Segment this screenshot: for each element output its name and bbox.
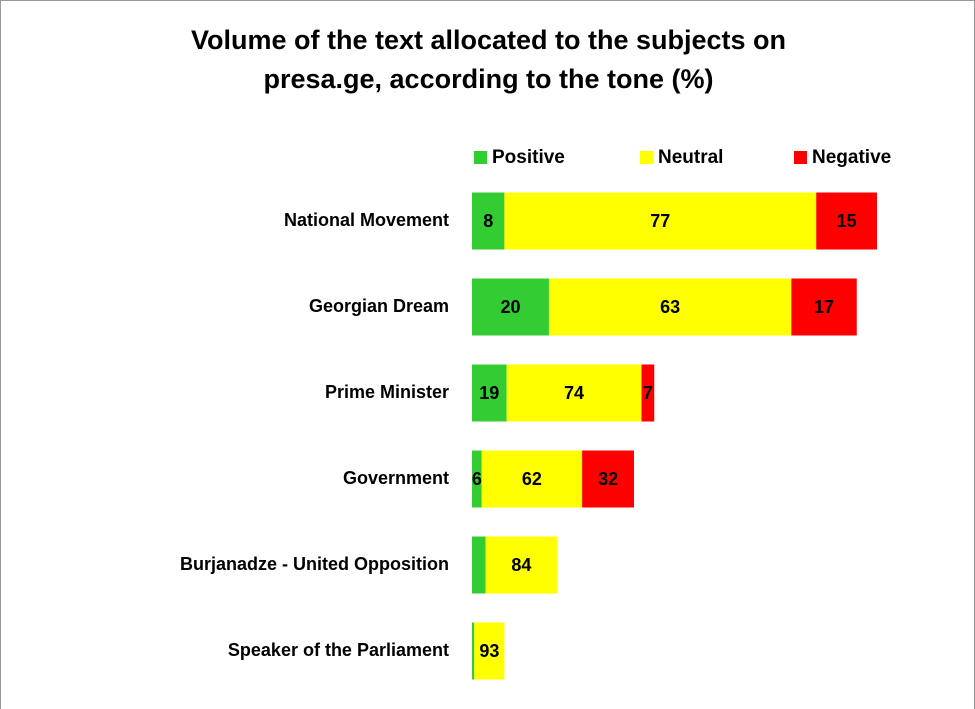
data-label: 74 (564, 383, 584, 403)
bar-segment (474, 622, 505, 680)
bar-segment (481, 450, 583, 508)
bar-segment (816, 192, 877, 250)
category-label: National Movement (284, 210, 449, 230)
bar-segment (472, 536, 486, 594)
bar-segment (504, 192, 817, 250)
legend-label: Neutral (658, 147, 723, 168)
bar-segment (485, 536, 558, 594)
bar-segment (582, 450, 634, 508)
data-label: 93 (479, 641, 499, 661)
data-label: 8 (483, 211, 493, 231)
legend-label: Negative (812, 147, 891, 168)
category-label: Prime Minister (325, 382, 449, 402)
data-label: 6 (472, 469, 482, 489)
data-label: 20 (500, 297, 520, 317)
chart-title: Volume of the text allocated to the subj… (190, 25, 787, 94)
data-label: 19 (479, 383, 499, 403)
data-label: 17 (814, 297, 834, 317)
data-label: 32 (598, 469, 618, 489)
data-label: 62 (522, 469, 542, 489)
data-label: 77 (650, 211, 670, 231)
data-label: 84 (511, 555, 531, 575)
bar-segment (641, 364, 655, 422)
category-label: Government (343, 468, 449, 488)
bar-segment (472, 450, 482, 508)
data-label: 63 (660, 297, 680, 317)
category-label: Burjanadze - United Opposition (180, 554, 449, 574)
bar-segment (472, 622, 475, 680)
data-label: 15 (837, 211, 857, 231)
category-label: Speaker of the Parliament (228, 640, 449, 660)
bar-segment (791, 278, 857, 336)
legend-swatch (794, 151, 807, 164)
category-label: Georgian Dream (309, 296, 449, 316)
legend-label: Positive (492, 147, 565, 168)
bar-segment (472, 192, 505, 250)
bar-segment (506, 364, 642, 422)
data-label: 7 (643, 383, 653, 403)
bar-segment (472, 278, 549, 336)
legend-swatch (640, 151, 653, 164)
bar-segment (548, 278, 792, 336)
legend-swatch (474, 151, 487, 164)
bar-segment (472, 364, 507, 422)
